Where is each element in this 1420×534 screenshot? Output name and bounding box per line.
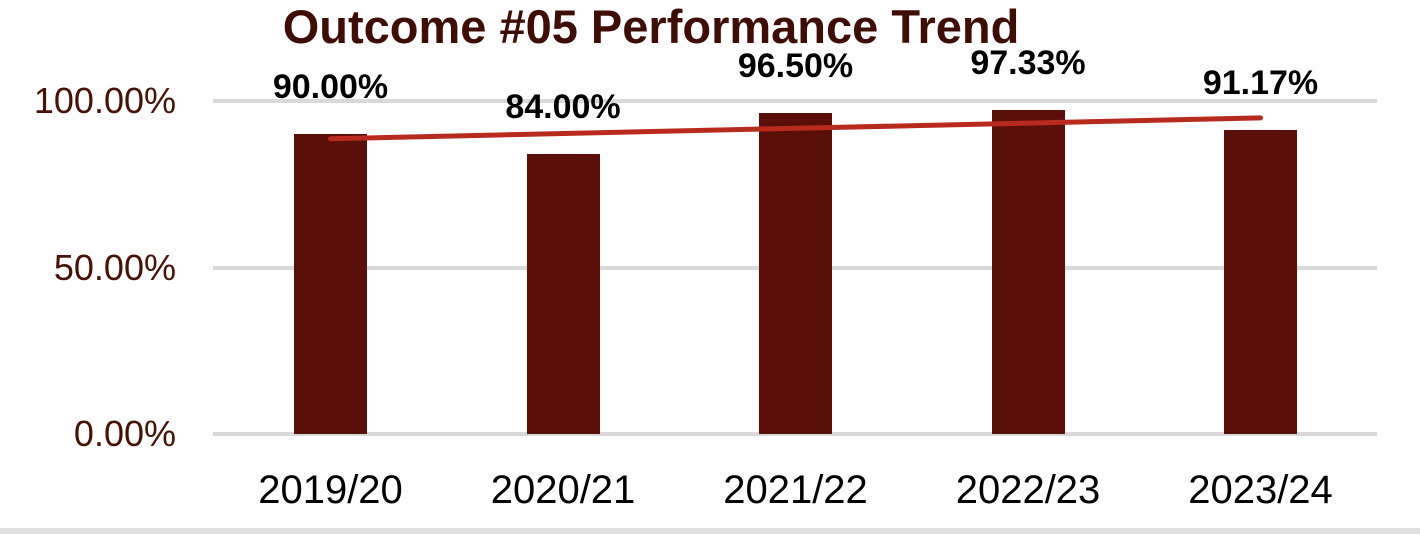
gridline-0-00-	[213, 432, 1377, 436]
bar-data-label-2020-21: 84.00%	[505, 88, 621, 127]
bar-data-label-2019-20: 90.00%	[272, 68, 389, 107]
bar-data-label-2021-22: 96.50%	[737, 46, 854, 85]
bottom-border	[0, 528, 1420, 534]
bar-2020-21	[526, 154, 600, 434]
x-axis-tick-label-2023-24: 2023/24	[1188, 468, 1333, 512]
x-axis-tick-label-2021-22: 2021/22	[723, 468, 868, 512]
x-axis-tick-label-2022-23: 2022/23	[955, 468, 1101, 512]
bar-2019-20	[294, 134, 367, 434]
y-axis-tick-label: 0.00%	[73, 413, 176, 454]
y-axis-tick-label: 50.00%	[53, 246, 176, 288]
bar-2023-24	[1224, 130, 1297, 434]
x-axis-tick-label-2019-20: 2019/20	[258, 468, 403, 512]
bar-data-label-2022-23: 97.33%	[970, 43, 1086, 82]
gridline-100-00-	[213, 99, 1377, 103]
bar-data-label-2023-24: 91.17%	[1202, 64, 1319, 103]
bar-2021-22	[759, 112, 832, 434]
bar-2022-23	[991, 109, 1065, 434]
y-axis-tick-label: 100.00%	[33, 80, 176, 121]
x-axis-tick-label-2020-21: 2020/21	[490, 468, 636, 512]
chart-title: Outcome #05 Performance Trend	[282, 0, 1020, 53]
